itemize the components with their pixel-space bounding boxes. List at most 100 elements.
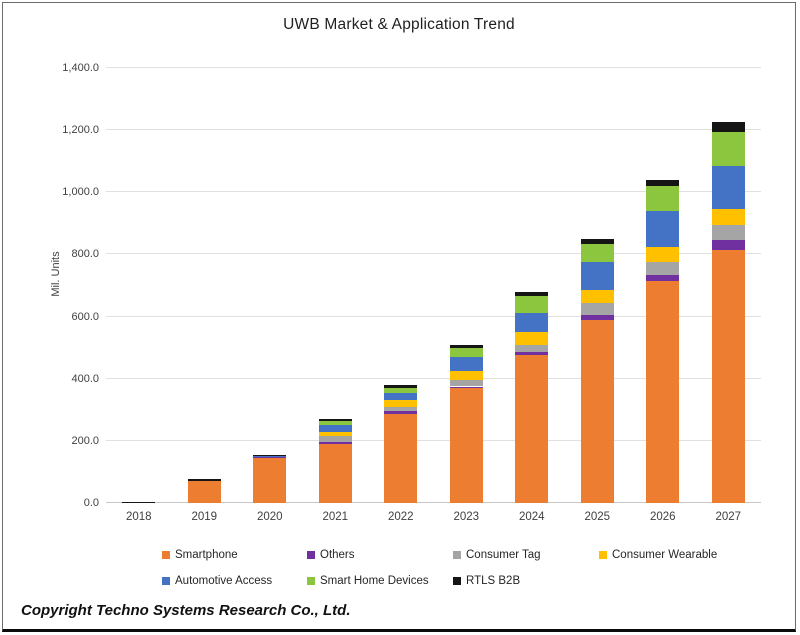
- chart-title: UWB Market & Application Trend: [283, 16, 515, 33]
- bar-segment-smartphone-2019: [187, 481, 221, 503]
- bar-segment-others-2023: [449, 386, 483, 389]
- x-axis-line: [106, 502, 761, 503]
- bar-segment-automotive-access-2023: [449, 356, 483, 371]
- gridline-800: [106, 253, 761, 255]
- x-tick-label-2025: 2025: [584, 511, 611, 523]
- gridline-1400: [106, 67, 761, 68]
- bar-segment-automotive-access-2021: [318, 425, 352, 432]
- bar-2018: [122, 68, 156, 503]
- bar-segment-smartphone-2023: [449, 388, 483, 503]
- x-tick-label-2020: 2020: [256, 511, 283, 523]
- bar-segment-smart-home-devices-2021: [318, 420, 352, 426]
- bar-segment-others-2024: [515, 352, 549, 356]
- x-tick-label-2023: 2023: [453, 511, 480, 523]
- bar-segment-consumer-wearable-2027: [711, 209, 745, 225]
- bar-segment-consumer-wearable-2021: [318, 431, 352, 437]
- bar-segment-automotive-access-2026: [646, 210, 680, 247]
- gridline-200: [106, 439, 761, 441]
- bar-2024: [515, 68, 549, 503]
- legend-item-smartphone: Smartphone: [162, 549, 238, 561]
- bar-segment-smartphone-2024: [515, 355, 549, 503]
- bar-segment-automotive-access-2027: [711, 165, 745, 210]
- bar-segment-consumer-wearable-2022: [384, 400, 418, 407]
- bar-segment-rtls-b2b-2023: [449, 344, 483, 348]
- legend-label-smart-home-devices: Smart Home Devices: [320, 575, 429, 587]
- y-tick-label-400-0: 400.0: [71, 372, 99, 385]
- gridline-1200: [106, 129, 761, 131]
- legend-item-consumer-wearable: Consumer Wearable: [599, 549, 717, 561]
- legend-item-consumer-tag: Consumer Tag: [453, 549, 541, 561]
- bar-segment-smart-home-devices-2024: [515, 296, 549, 314]
- bar-segment-consumer-tag-2025: [580, 302, 614, 316]
- bar-segment-rtls-b2b-2024: [515, 291, 549, 297]
- legend-label-consumer-wearable: Consumer Wearable: [612, 549, 718, 561]
- x-tick-label-2018: 2018: [125, 511, 152, 523]
- bar-segment-consumer-wearable-2023: [449, 370, 483, 381]
- copyright-text: Copyright Techno Systems Research Co., L…: [21, 602, 351, 619]
- bar-2021: [318, 68, 352, 503]
- legend-swatch-others: [307, 550, 315, 559]
- bar-segment-others-2025: [580, 315, 614, 320]
- legend-item-automotive-access: Automotive Access: [162, 575, 272, 587]
- legend-swatch-smartphone: [162, 550, 170, 559]
- bar-segment-smart-home-devices-2025: [580, 243, 614, 263]
- y-axis-tick-labels: 0.0 200.0 400.0 600.0 800.0 1,000.0 1,200.0 1,4…: [3, 62, 99, 509]
- bar-segment-smartphone-2027: [711, 249, 745, 503]
- bar-2026: [646, 68, 680, 503]
- x-tick-label-2027: 2027: [715, 511, 742, 523]
- bar-2022: [384, 68, 418, 503]
- bar-segment-consumer-tag-2027: [711, 224, 745, 241]
- bar-segment-rtls-b2b-2020: [253, 454, 287, 456]
- bar-segment-rtls-b2b-2022: [384, 384, 418, 389]
- y-tick-label-0-0: 0.0: [83, 497, 99, 509]
- bar-segment-smartphone-2025: [580, 319, 614, 503]
- legend-label-smartphone: Smartphone: [175, 549, 238, 561]
- legend-swatch-consumer-wearable: [599, 550, 607, 559]
- legend-swatch-smart-home-devices: [307, 576, 315, 585]
- bar-segment-automotive-access-2024: [515, 313, 549, 333]
- x-axis-tick-labels: 2018 2019 2020 2021 2022 2023 2024 2025 2026 2027: [106, 511, 761, 527]
- bar-segment-smartphone-2020: [253, 457, 287, 503]
- bar-segment-rtls-b2b-2019: [187, 479, 221, 481]
- bar-segment-others-2027: [711, 240, 745, 250]
- bar-2023: [449, 68, 483, 503]
- bar-segment-consumer-wearable-2025: [580, 290, 614, 303]
- bar-segment-consumer-tag-2023: [449, 380, 483, 387]
- legend-label-rtls-b2b: RTLS B2B: [466, 575, 521, 587]
- y-tick-label-1-200-0: 1,200.0: [62, 124, 99, 137]
- legend-label-others: Others: [320, 549, 355, 561]
- gridline-600: [106, 315, 761, 317]
- bar-segment-smart-home-devices-2027: [711, 131, 745, 166]
- bar-segment-smart-home-devices-2022: [384, 388, 418, 393]
- bar-segment-consumer-tag-2026: [646, 262, 680, 275]
- x-tick-label-2021: 2021: [322, 511, 349, 523]
- gridline-400: [106, 377, 761, 379]
- bar-segment-others-2021: [318, 442, 352, 444]
- bar-segment-smartphone-2022: [384, 414, 418, 503]
- legend-swatch-automotive-access: [162, 576, 170, 585]
- bar-segment-others-2026: [646, 274, 680, 281]
- y-tick-label-1-400-0: 1,400.0: [62, 62, 99, 74]
- bar-segment-smart-home-devices-2026: [646, 186, 680, 211]
- bar-segment-rtls-b2b-2025: [580, 238, 614, 244]
- bar-segment-automotive-access-2019: [187, 480, 221, 482]
- bar-segment-consumer-tag-2022: [384, 406, 418, 412]
- bar-segment-consumer-wearable-2024: [515, 332, 549, 345]
- bar-segment-rtls-b2b-2018: [122, 502, 156, 503]
- bar-segment-rtls-b2b-2021: [318, 419, 352, 421]
- bar-segment-automotive-access-2025: [580, 262, 614, 291]
- bar-2020: [253, 68, 287, 503]
- bar-2027: [711, 68, 745, 503]
- legend-item-others: Others: [307, 549, 355, 561]
- y-tick-label-800-0: 800.0: [71, 248, 99, 261]
- bar-segment-others-2022: [384, 411, 418, 415]
- bar-segment-rtls-b2b-2027: [711, 122, 745, 132]
- bar-segment-rtls-b2b-2026: [646, 179, 680, 187]
- bar-segment-consumer-wearable-2026: [646, 246, 680, 263]
- bar-2025: [580, 68, 614, 503]
- bar-segment-automotive-access-2020: [253, 455, 287, 458]
- legend-swatch-rtls-b2b: [453, 576, 461, 585]
- x-tick-label-2026: 2026: [649, 511, 676, 523]
- gridline-1000: [106, 191, 761, 193]
